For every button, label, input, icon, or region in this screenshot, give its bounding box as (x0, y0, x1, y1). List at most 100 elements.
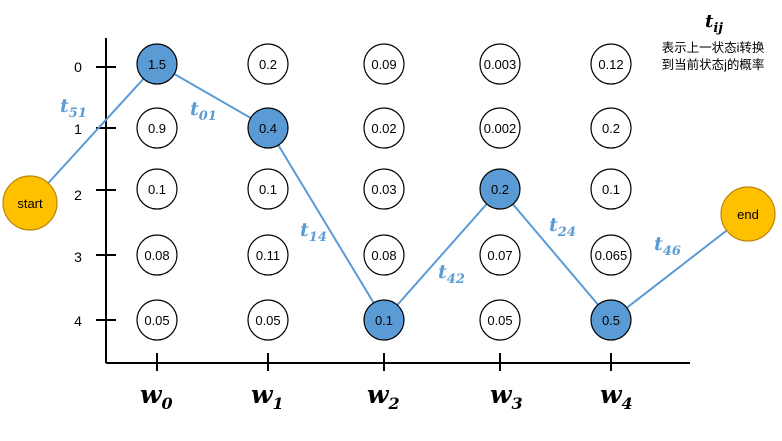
state-node-circle-best (136, 43, 178, 85)
state-node: 0.1 (590, 168, 632, 210)
transition-label-t42: t42 (438, 261, 465, 287)
transition-label-t24: t24 (549, 214, 576, 240)
state-node: 0.5 (590, 299, 632, 341)
state-node: 0.2 (479, 168, 521, 210)
state-node: 0.05 (479, 299, 521, 341)
start-label: start (17, 196, 43, 211)
state-node-circle-best (479, 168, 521, 210)
state-node-value: 0.05 (144, 313, 169, 328)
state-node-circle (247, 168, 289, 210)
state-node-circle (136, 107, 178, 149)
state-node: 0.1 (247, 168, 289, 210)
state-node: 0.1 (363, 299, 405, 341)
state-node-circle (247, 43, 289, 85)
x-label-w3: w3 (490, 380, 523, 413)
state-node-circle-best (590, 299, 632, 341)
state-node-value: 0.07 (487, 248, 512, 263)
x-labels: w0 w1 w2 w3 w4 (140, 380, 633, 413)
state-nodes: 1.5 0.9 0.1 0.08 0.05 0.2 0.4 0.1 0.11 0.05 0.09 0.… (136, 43, 632, 341)
state-node-value: 0.002 (484, 121, 517, 136)
legend-line-1: 表示上一状态i转换 (662, 40, 765, 55)
state-node-circle (363, 234, 405, 276)
state-node: 0.07 (479, 234, 521, 276)
state-node-circle (590, 107, 632, 149)
start-node: start (2, 175, 58, 231)
state-node-circle (363, 168, 405, 210)
end-node: end (720, 186, 776, 242)
state-node: 0.2 (247, 43, 289, 85)
state-node-value: 0.1 (602, 182, 620, 197)
state-node-value: 0.1 (375, 313, 393, 328)
transition-label-t51: t51 (60, 95, 87, 121)
state-node: 0.08 (363, 234, 405, 276)
state-node-value: 0.5 (602, 313, 620, 328)
state-node-value: 0.03 (371, 182, 396, 197)
state-node-value: 0.4 (259, 121, 277, 136)
state-node: 0.065 (590, 234, 632, 276)
state-node-value: 0.08 (371, 248, 396, 263)
state-node-circle (247, 234, 289, 276)
state-node: 0.09 (363, 43, 405, 85)
state-node: 0.03 (363, 168, 405, 210)
state-node-value: 0.2 (259, 57, 277, 72)
state-node: 0.11 (247, 234, 289, 276)
state-node: 0.12 (590, 43, 632, 85)
x-label-w0: w0 (140, 380, 173, 413)
state-node-circle (479, 107, 521, 149)
state-node-circle (136, 299, 178, 341)
state-node: 0.003 (479, 43, 521, 85)
state-node-circle (479, 43, 521, 85)
state-node-circle (590, 43, 632, 85)
state-node-circle (590, 168, 632, 210)
state-node-circle (479, 299, 521, 341)
state-label-2: 2 (74, 187, 82, 203)
state-node-value: 0.2 (491, 182, 509, 197)
state-node: 0.9 (136, 107, 178, 149)
x-ticks (156, 353, 612, 371)
state-node: 0.002 (479, 107, 521, 149)
state-node-value: 0.003 (484, 57, 517, 72)
state-node: 0.02 (363, 107, 405, 149)
state-label-1: 1 (74, 121, 82, 137)
state-node-circle-best (247, 107, 289, 149)
state-node-circle (479, 234, 521, 276)
state-node-value: 0.08 (144, 248, 169, 263)
state-node-circle (363, 107, 405, 149)
state-node: 0.08 (136, 234, 178, 276)
y-tick-labels: 0 1 2 3 4 (74, 59, 82, 329)
end-label: end (737, 207, 759, 222)
state-node-value: 0.1 (259, 182, 277, 197)
transition-label-t14: t14 (300, 219, 327, 245)
state-node-circle (363, 43, 405, 85)
x-label-w2: w2 (367, 380, 400, 413)
state-node-value: 0.05 (255, 313, 280, 328)
state-node-value: 0.1 (148, 182, 166, 197)
state-node-value: 0.9 (148, 121, 166, 136)
state-node-circle (247, 299, 289, 341)
state-label-0: 0 (74, 59, 82, 75)
transition-labels: t51 t01 t14 t42 t24 t46 (60, 95, 681, 287)
state-node-circle (590, 234, 632, 276)
state-node-circle (136, 168, 178, 210)
legend-symbol: tij (705, 11, 723, 36)
x-label-w4: w4 (600, 380, 633, 413)
state-node-value: 0.09 (371, 57, 396, 72)
state-node-circle (136, 234, 178, 276)
transition-label-t01: t01 (190, 98, 217, 124)
legend-line-2: 到当前状态j的概率 (662, 57, 765, 72)
state-node-value: 0.11 (256, 248, 280, 263)
state-node-value: 0.05 (487, 313, 512, 328)
state-label-4: 4 (74, 313, 82, 329)
state-node-value: 0.12 (598, 57, 623, 72)
state-node-circle-best (363, 299, 405, 341)
state-node-value: 1.5 (148, 57, 166, 72)
state-node: 0.2 (590, 107, 632, 149)
x-label-w1: w1 (251, 380, 284, 413)
state-node: 0.05 (136, 299, 178, 341)
state-label-3: 3 (74, 249, 82, 265)
state-node: 0.4 (247, 107, 289, 149)
legend: tij 表示上一状态i转换 到当前状态j的概率 (662, 11, 765, 72)
state-node-value: 0.2 (602, 121, 620, 136)
state-node: 0.05 (247, 299, 289, 341)
